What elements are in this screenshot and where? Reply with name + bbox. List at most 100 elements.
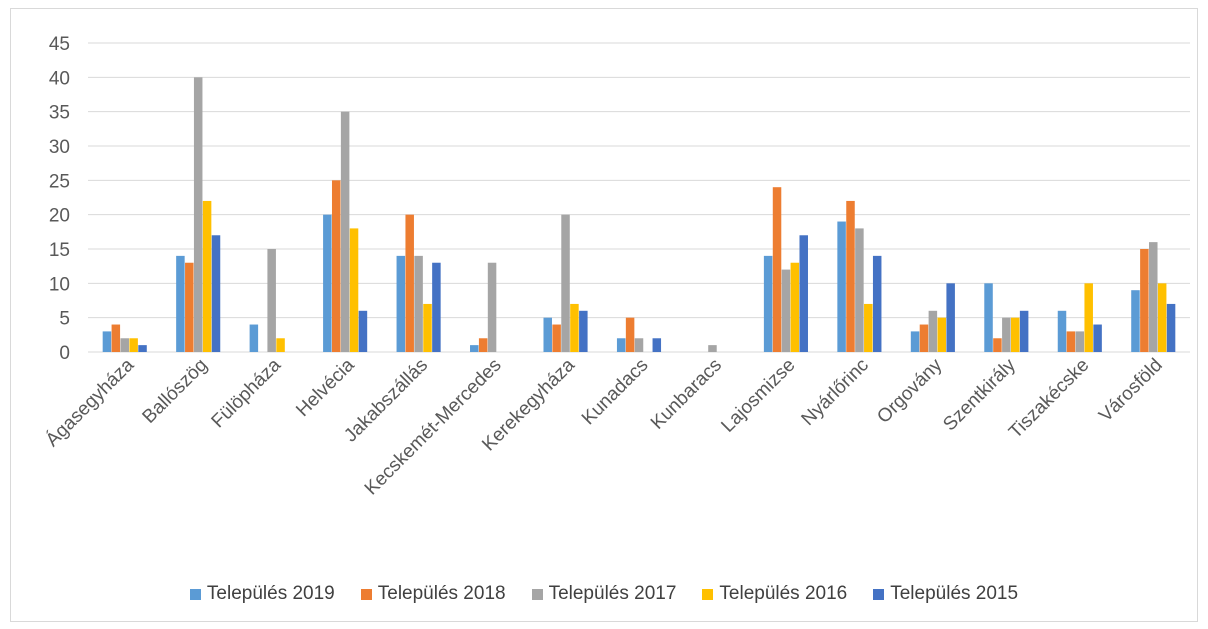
bar [552,324,561,352]
bar [1140,249,1149,352]
x-tick-label: Szentkirály [939,354,1020,435]
bar [946,283,955,352]
bar [470,345,479,352]
bar [790,262,800,352]
bar [864,303,873,352]
bar [708,345,717,352]
bar [211,235,221,352]
bar [993,338,1002,352]
bar [1002,317,1011,352]
y-tick-label: 10 [49,274,70,295]
bar [1057,310,1067,352]
bar [102,331,112,352]
bar [652,338,662,352]
bar [928,310,938,352]
bar [358,310,368,352]
bar [138,345,147,352]
y-tick-label: 15 [49,240,70,261]
bar [634,338,644,352]
y-tick-label: 45 [49,34,70,55]
bar [432,262,441,352]
chart-legend: Település 2019 Település 2018 Település 20… [0,582,1208,606]
y-tick-label: 25 [49,171,70,192]
bar [111,324,121,352]
bar [799,235,808,352]
bar [129,338,138,352]
bar [1084,283,1093,352]
bar [910,331,920,352]
bar [120,338,129,352]
y-tick-label: 20 [49,206,70,227]
x-tick-label: Ballószög [139,355,212,428]
legend-item: Település 2017 [531,582,676,606]
x-tick-label: Kunbaracs [647,355,726,434]
y-tick-label: 0 [59,343,70,364]
x-tick-label: Lajosmizse [717,355,799,437]
bar [185,262,194,352]
bar [937,317,947,352]
legend-item: Település 2015 [873,582,1018,606]
x-tick-label: Ágasegyháza [42,354,139,451]
bar [1075,331,1085,352]
legend-label: Település 2016 [719,583,848,604]
bar [202,200,212,352]
bar [267,249,276,352]
bar [1131,290,1140,352]
bar [570,303,579,352]
bar [1157,283,1167,352]
x-tick-label: Nyárlőrinc [798,355,873,430]
bar [543,317,552,352]
bar [331,180,341,352]
legend-item: Település 2019 [189,582,335,606]
legend-swatch [189,588,201,600]
legend-swatch [360,588,372,600]
legend-item: Település 2016 [702,582,847,606]
x-tick-label: Városföld [1095,355,1167,427]
legend-swatch [702,588,714,600]
bar [855,228,864,352]
legend-item: Település 2018 [360,582,506,606]
bar [846,200,855,352]
y-tick-label: 5 [59,309,70,330]
bar [772,187,782,352]
bar [1149,242,1158,352]
bar [781,269,791,352]
bar [616,338,626,352]
legend-label: Település 2019 [206,583,335,604]
bar [405,214,414,352]
legend-swatch [531,588,543,600]
bar [396,255,406,352]
bar [1010,317,1020,352]
y-tick-label: 35 [49,103,70,124]
bar [625,317,635,352]
bar [1093,324,1102,352]
bar [423,303,432,352]
bar [1166,303,1176,352]
bar [193,77,203,352]
bar [919,324,929,352]
x-tick-label: Kunadacs [578,355,653,430]
x-tick-label: Tiszakécske [1005,355,1093,443]
bar [837,221,846,352]
bar [561,214,570,352]
bar [323,214,332,352]
bar [176,255,185,352]
x-tick-label: Kecskemét-Mercedes [361,355,506,500]
y-tick-label: 30 [49,137,70,158]
bar [579,310,588,352]
legend-swatch [873,588,885,600]
x-tick-label: Helvécia [292,354,359,421]
bar [478,338,488,352]
bar [1066,331,1076,352]
y-tick-label: 40 [49,68,70,89]
bar [414,255,423,352]
legend-label: Település 2015 [890,583,1019,604]
bar [249,324,259,352]
bar [763,255,773,352]
x-tick-label: Fülöpháza [208,354,286,432]
x-tick-label: Orgovány [873,354,946,427]
bar [1019,310,1029,352]
bar [349,228,359,352]
bar [487,262,497,352]
